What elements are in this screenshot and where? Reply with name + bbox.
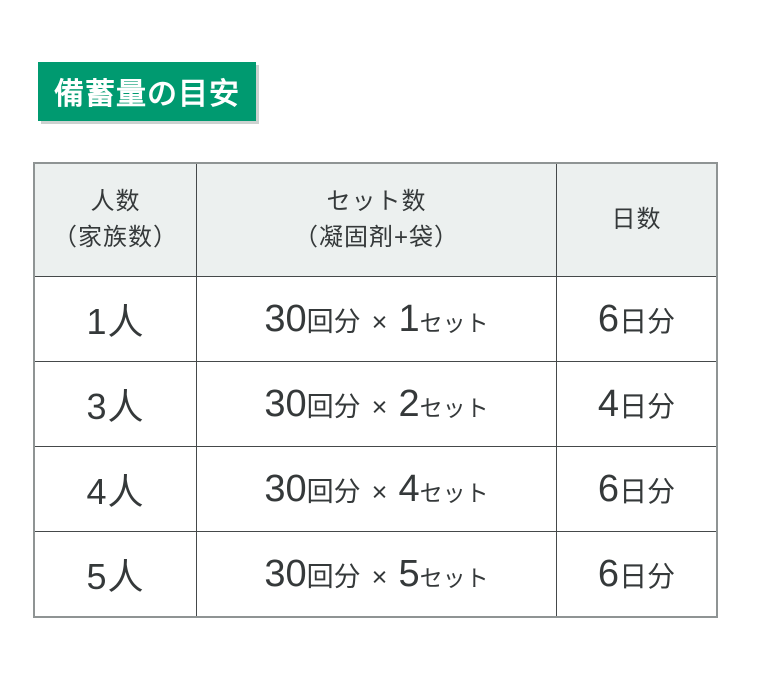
- sets-cell: 30回分 × 4セット: [197, 447, 557, 532]
- people-cell: 4人: [35, 447, 197, 532]
- sets-number: 5: [398, 552, 420, 595]
- header-people: 人数 （家族数）: [35, 164, 197, 277]
- multiply-sign: ×: [371, 391, 388, 422]
- people-cell: 1人: [35, 277, 197, 362]
- days-cell: 6日分: [557, 532, 716, 616]
- sets-cell: 30回分 × 2セット: [197, 362, 557, 447]
- header-days: 日数: [557, 164, 716, 277]
- header-row: 人数 （家族数） セット数 （凝固剤+袋） 日数: [35, 164, 716, 277]
- multiply-sign: ×: [371, 561, 388, 592]
- sets-cell: 30回分 × 1セット: [197, 277, 557, 362]
- refills-unit: 回分: [306, 476, 361, 507]
- refills-number: 30: [264, 297, 307, 340]
- header-sets-line2: （凝固剤+袋）: [293, 224, 459, 251]
- refills-unit: 回分: [306, 391, 361, 422]
- header-people-line1: 人数: [90, 188, 141, 215]
- people-cell: 3人: [35, 362, 197, 447]
- days-unit: 日分: [619, 390, 676, 422]
- sets-number: 1: [398, 297, 420, 340]
- title-badge: 備蓄量の目安: [38, 62, 256, 121]
- sets-unit: セット: [419, 479, 489, 506]
- table-row: 3人 30回分 × 2セット 4日分: [35, 362, 716, 447]
- days-number: 6: [597, 297, 620, 340]
- sets-cell: 30回分 × 5セット: [197, 532, 557, 616]
- multiply-sign: ×: [371, 476, 388, 507]
- sets-unit: セット: [419, 564, 489, 591]
- sets-number: 2: [398, 382, 420, 425]
- table-row: 5人 30回分 × 5セット 6日分: [35, 532, 716, 616]
- sets-number: 4: [398, 467, 420, 510]
- days-cell: 4日分: [557, 362, 716, 447]
- refills-unit: 回分: [306, 561, 361, 592]
- refills-number: 30: [264, 382, 307, 425]
- refills-unit: 回分: [306, 306, 361, 337]
- header-sets-line1: セット数: [326, 188, 427, 215]
- days-cell: 6日分: [557, 447, 716, 532]
- table-header: 人数 （家族数） セット数 （凝固剤+袋） 日数: [35, 164, 716, 277]
- days-unit: 日分: [619, 305, 676, 337]
- days-cell: 6日分: [557, 277, 716, 362]
- header-sets: セット数 （凝固剤+袋）: [197, 164, 557, 277]
- days-number: 6: [597, 467, 620, 510]
- sets-unit: セット: [419, 394, 489, 421]
- multiply-sign: ×: [371, 306, 388, 337]
- header-days-label: 日数: [611, 206, 662, 233]
- sets-unit: セット: [419, 309, 489, 336]
- days-number: 6: [597, 552, 620, 595]
- table-row: 1人 30回分 × 1セット 6日分: [35, 277, 716, 362]
- table-body: 1人 30回分 × 1セット 6日分 3人 30回分 × 2セット 4日分 4人 30回…: [35, 277, 716, 616]
- days-number: 4: [597, 382, 620, 425]
- stockpile-guideline-table: 人数 （家族数） セット数 （凝固剤+袋） 日数 1人 30回分 × 1セット 6日分 …: [33, 162, 718, 618]
- table-row: 4人 30回分 × 4セット 6日分: [35, 447, 716, 532]
- refills-number: 30: [264, 467, 307, 510]
- days-unit: 日分: [619, 475, 676, 507]
- header-people-line2: （家族数）: [53, 224, 178, 251]
- people-cell: 5人: [35, 532, 197, 616]
- refills-number: 30: [264, 552, 307, 595]
- days-unit: 日分: [619, 560, 676, 592]
